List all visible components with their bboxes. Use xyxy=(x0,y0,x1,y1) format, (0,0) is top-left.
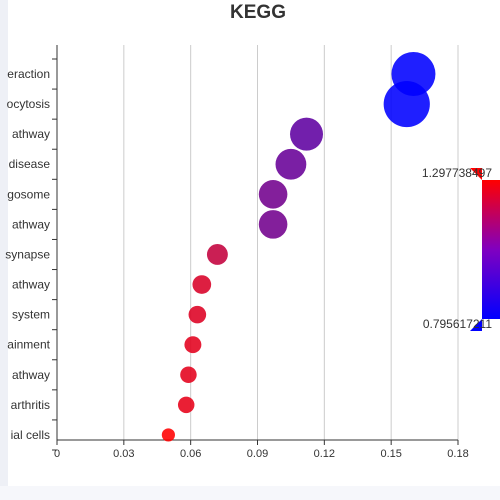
bubble[interactable] xyxy=(180,366,197,384)
y-category-label: ainment xyxy=(7,338,50,352)
x-tick-label: 0.12 xyxy=(314,448,335,460)
x-tick-label: 0.09 xyxy=(247,448,268,460)
bubble[interactable] xyxy=(275,148,307,180)
y-category-label: eraction xyxy=(7,67,50,81)
visual-map-gradient-bar xyxy=(482,180,500,319)
visual-map-min-label: 0.795617211 xyxy=(423,317,493,331)
bubble[interactable] xyxy=(177,396,195,414)
y-category-label: ocytosis xyxy=(7,97,50,111)
bubble[interactable] xyxy=(258,210,288,239)
y-category-label: arthritis xyxy=(11,398,50,412)
bubble[interactable] xyxy=(290,117,324,151)
y-category-label: athway xyxy=(12,127,50,141)
y-category-label: synapse xyxy=(5,247,50,261)
x-tick-label: 0.03 xyxy=(113,448,134,460)
y-category-label: gosome xyxy=(7,187,50,201)
left-panel-edge xyxy=(0,0,8,500)
bubble[interactable] xyxy=(184,336,202,354)
y-category-label: athway xyxy=(12,278,50,292)
x-tick-label: 0.15 xyxy=(380,448,401,460)
x-tick-label: 0 xyxy=(54,448,60,460)
x-axis-tick-labels: 0 0.03 0.06 0.09 0.12 0.15 0.18 xyxy=(54,448,469,460)
y-category-label: athway xyxy=(12,368,50,382)
y-axis-labels: eraction ocytosis athway disease gosome athwa… xyxy=(5,67,50,442)
axes xyxy=(52,45,459,451)
bubble[interactable] xyxy=(258,180,288,209)
bubble[interactable] xyxy=(192,275,212,294)
x-tick-label: 0.06 xyxy=(180,448,201,460)
visual-map-min-handle[interactable] xyxy=(470,319,482,331)
bubble[interactable] xyxy=(188,305,207,324)
bubble[interactable] xyxy=(206,244,228,265)
bottom-panel-edge xyxy=(0,486,500,500)
y-category-label: disease xyxy=(9,157,51,171)
y-category-label: ial cells xyxy=(11,428,50,442)
y-category-label: athway xyxy=(12,217,50,231)
chart-title: KEGG xyxy=(230,2,286,23)
bubble[interactable] xyxy=(161,428,175,442)
visual-map[interactable]: 1.297738497 0.795617211 xyxy=(422,166,500,331)
x-tick-label: 0.18 xyxy=(447,448,468,460)
visual-map-max-handle[interactable] xyxy=(470,168,482,180)
bubbles xyxy=(161,52,436,442)
visual-map-max-label: 1.297738497 xyxy=(422,166,492,180)
y-category-label: system xyxy=(12,308,50,322)
bubble[interactable] xyxy=(383,80,430,128)
